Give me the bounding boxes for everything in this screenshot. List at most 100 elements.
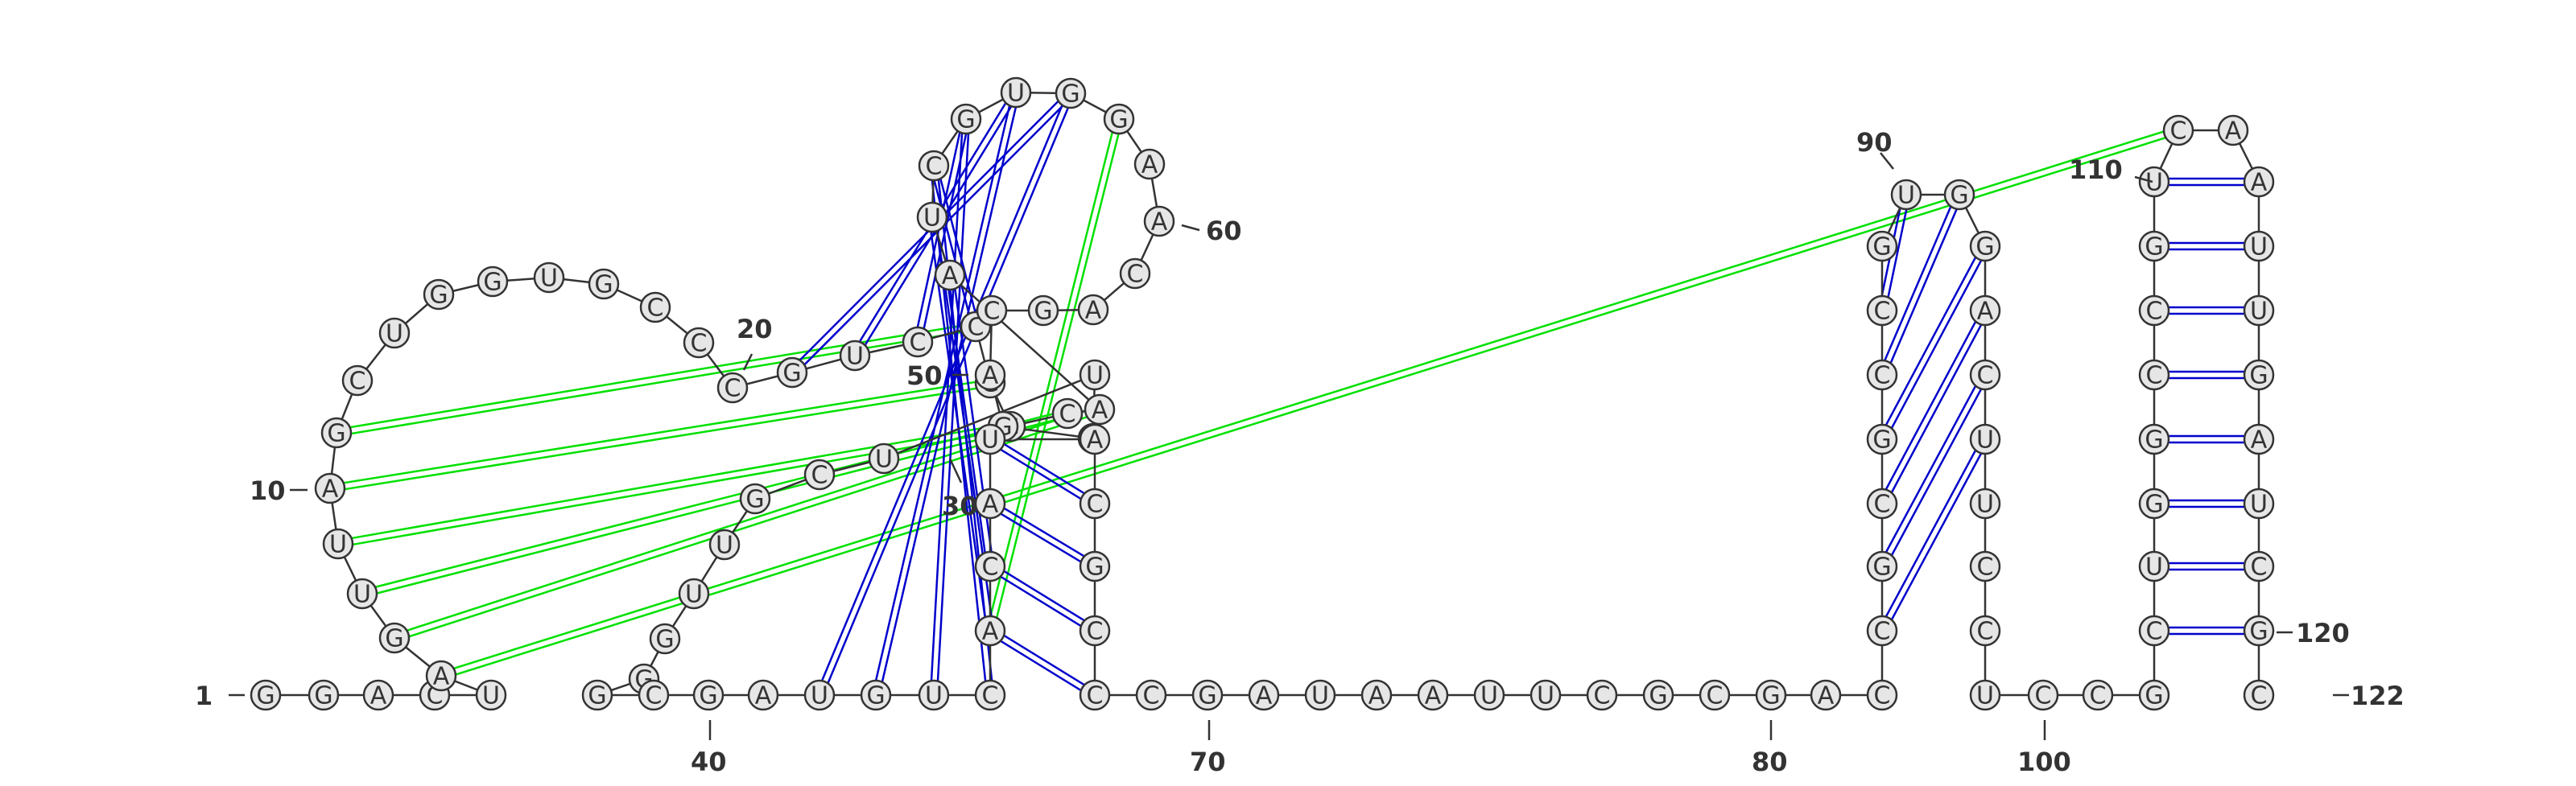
nucleotide-letter: G	[327, 420, 345, 448]
pseudoknot-pair-11-24-b	[336, 328, 976, 438]
nucleotide-letter: C	[1087, 491, 1104, 519]
nucleotide-letter: U	[2145, 553, 2163, 582]
nucleotide-circle	[1969, 230, 2001, 262]
nucleotide-76: U	[1473, 679, 1505, 711]
nucleotide-circle	[2138, 679, 2170, 711]
nucleotide-circle	[1051, 397, 1084, 430]
nucleotide-circle	[1866, 359, 1898, 391]
nucleotide-letter: U	[386, 320, 403, 348]
nucleotide-letter: C	[1594, 682, 1611, 710]
base-pair-87-93-b	[1884, 247, 1989, 442]
nucleotide-circle	[839, 340, 871, 372]
nucleotide-circle	[1890, 179, 1922, 211]
nucleotide-88: C	[1866, 359, 1898, 391]
nucleotide-73: U	[1304, 679, 1336, 711]
nucleotide-51: G	[649, 623, 681, 655]
nucleotide-33: U	[1000, 76, 1032, 109]
nucleotide-102: C	[2082, 679, 2114, 711]
nucleotide-120: C	[2243, 550, 2275, 582]
nucleotide-9: U	[322, 528, 354, 560]
nucleotide-circle	[1079, 488, 1111, 520]
nucleotide-48: G	[739, 483, 771, 515]
nucleotide-65: A	[1079, 423, 1111, 455]
nucleotide-circle	[1969, 423, 2001, 455]
base-pair-64-66-a	[991, 435, 1097, 502]
nucleotide-letter: G	[385, 625, 403, 653]
base-pair-34-57-b	[815, 91, 1069, 694]
nucleotide-circle	[1191, 679, 1224, 711]
nucleotide-circle	[974, 359, 1006, 391]
nucleotide-letter: A	[370, 682, 387, 710]
position-label-1: 1	[195, 681, 213, 711]
nucleotide-60: C	[974, 679, 1006, 711]
nucleotide-79: G	[1642, 679, 1674, 711]
nucleotide-14: G	[423, 278, 455, 311]
nucleotide-letter: U	[811, 682, 828, 710]
base-pair-63-67-b	[988, 505, 1094, 570]
nucleotide-letter: C	[1127, 261, 1144, 289]
nucleotide-circle	[2243, 359, 2275, 391]
nucleotide-circle	[2243, 615, 2275, 647]
nucleotide-letter: G	[2145, 426, 2163, 455]
nucleotide-10: A	[314, 472, 346, 504]
nucleotide-103: G	[2138, 679, 2170, 711]
nucleotide-letter: C	[646, 682, 663, 710]
nucleotide-letter: A	[2251, 426, 2268, 455]
base-pair-87-93-a	[1878, 244, 1984, 438]
nucleotide-21: G	[776, 356, 808, 389]
base-pair-31-60-a	[935, 165, 995, 695]
nucleotide-letter: C	[1087, 682, 1104, 710]
nucleotide-circle	[378, 317, 411, 349]
pseudoknot-pair-9-26-a	[337, 422, 1010, 542]
nucleotide-letter: C	[2251, 553, 2268, 582]
nucleotide-95: C	[1969, 359, 2001, 391]
label-20-tick	[742, 353, 753, 371]
nucleotide-118: A	[2243, 423, 2275, 455]
nucleotide-letter: A	[1141, 151, 1158, 179]
nucleotide-66: C	[1079, 488, 1111, 520]
nucleotide-letter: C	[1977, 553, 1994, 582]
nucleotide-circle	[2138, 550, 2170, 582]
nucleotide-circle	[950, 103, 982, 135]
nucleotide-circle	[1000, 76, 1032, 109]
nucleotide-circle	[1969, 615, 2001, 647]
nucleotide-circle	[974, 550, 1006, 582]
nucleotide-circle	[739, 483, 771, 515]
nucleotide-78: C	[1586, 679, 1618, 711]
nucleotide-letter: G	[483, 269, 502, 297]
position-label-110: 110	[2069, 154, 2123, 185]
nucleotide-circle	[1248, 679, 1280, 711]
nucleotide-circle	[1969, 294, 2001, 327]
nucleotide-circle	[423, 278, 455, 311]
label-110-tick	[2134, 175, 2153, 183]
base-pair-88-92-b	[1884, 195, 1963, 377]
nucleotide-letter: G	[866, 682, 885, 710]
position-label-122: 122	[2351, 681, 2405, 711]
nucleotide-2: G	[308, 679, 340, 711]
nucleotide-109: C	[2138, 294, 2170, 327]
nucleotide-circle	[250, 679, 282, 711]
nucleotide-circle	[2082, 679, 2114, 711]
nucleotide-letter: A	[1092, 397, 1108, 425]
nucleotide-letter: U	[329, 531, 347, 559]
position-label-60: 60	[1206, 216, 1242, 246]
nucleotide-circle	[1866, 230, 1898, 262]
nucleotide-circle	[1079, 615, 1111, 647]
position-label-80: 80	[1752, 747, 1788, 777]
pseudoknot-pair-6-112-a	[440, 126, 2178, 674]
nucleotide-letter: U	[2250, 491, 2268, 519]
nucleotide-letter: C	[2146, 298, 2163, 326]
nucleotide-letter: U	[1976, 426, 1994, 455]
nucleotide-circle	[341, 364, 374, 397]
nucleotide-letter: U	[846, 343, 864, 371]
nucleotide-circle	[776, 356, 808, 389]
nucleotide-122: C	[2243, 679, 2275, 711]
position-label-10: 10	[250, 475, 286, 506]
nucleotide-circle	[2138, 423, 2170, 455]
nucleotide-circle	[477, 265, 509, 298]
nucleotide-circle	[1417, 679, 1449, 711]
nucleotide-letter: U	[2250, 298, 2268, 326]
nucleotide-letter: C	[982, 553, 999, 582]
nucleotide-98: C	[1969, 550, 2001, 582]
nucleotide-letter: A	[942, 262, 959, 290]
